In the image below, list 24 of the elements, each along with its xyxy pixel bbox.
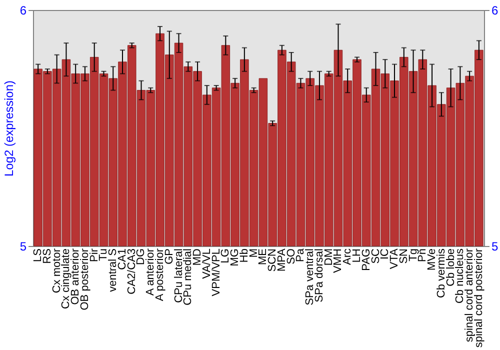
y-axis-title: Log2 (expression) (2, 80, 16, 177)
x-tick-label: CA1 (116, 248, 128, 270)
x-tick-label: CPu medial (182, 248, 194, 306)
x-tick-label: Hb (238, 248, 250, 263)
x-tick-label: IC (379, 248, 392, 260)
x-tick-label: RS (41, 248, 54, 264)
x-tick-label: Cb lobe (444, 248, 457, 286)
x-tick-label: Pa (294, 248, 307, 262)
x-tick-label: A anterior (144, 248, 157, 296)
x-tick-label: VMH (332, 248, 344, 273)
x-tick-label: VA/VL (200, 248, 213, 279)
x-tick-label: SN (398, 248, 410, 264)
x-tick-label: SPa dorsal (313, 248, 326, 302)
x-tick-label: DG (135, 248, 148, 265)
x-tick-label: Tg (407, 248, 420, 262)
y2-tick-label: 6 (492, 4, 498, 18)
y2-tick-label: 5 (492, 240, 498, 254)
x-tick-label: SO (285, 248, 298, 264)
x-tick-label: Pir (88, 248, 100, 262)
x-tick-label: PAG (360, 248, 372, 271)
x-tick-label: DM (322, 248, 335, 266)
x-tick-label: M (248, 248, 260, 258)
x-tick-label: Cb nucleus (454, 248, 466, 304)
x-tick-label: Pn (416, 248, 429, 262)
